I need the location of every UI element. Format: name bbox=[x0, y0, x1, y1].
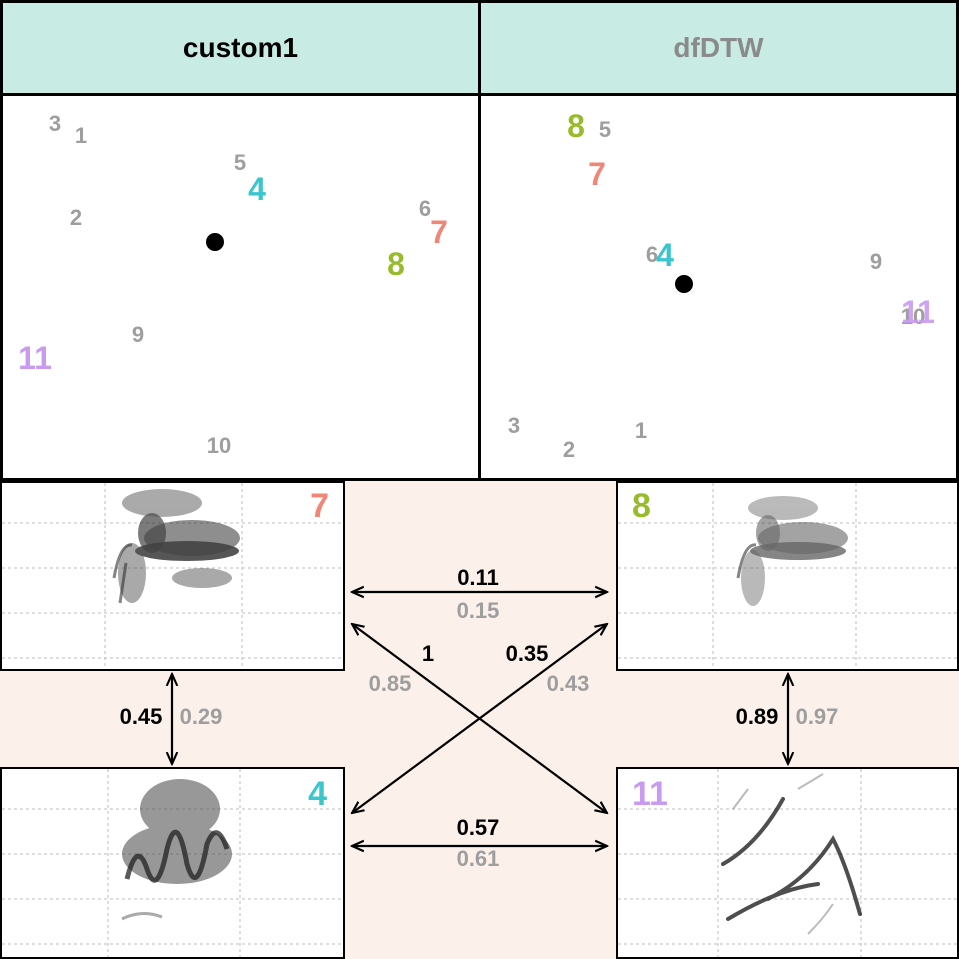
point-label: 3 bbox=[507, 413, 521, 438]
point-label-highlight: 4 bbox=[656, 237, 674, 273]
point-label-highlight: 7 bbox=[430, 214, 448, 250]
dist-right-custom1: 0.89 bbox=[735, 704, 779, 729]
spectrogram-11[interactable]: 11 bbox=[616, 767, 959, 959]
dist-top-custom1: 0.11 bbox=[457, 565, 499, 590]
point-label: 2 bbox=[562, 437, 576, 462]
header-custom1-label: custom1 bbox=[182, 32, 299, 63]
point-label-highlight: 7 bbox=[588, 156, 606, 192]
dist-right-dfdtw: 0.97 bbox=[795, 704, 839, 729]
spectrogram-7[interactable]: 7 bbox=[0, 481, 345, 671]
dist-diag-4-8-dfdtw: 0.43 bbox=[546, 671, 590, 696]
spectrogram-8[interactable]: 8 bbox=[616, 481, 959, 671]
point-label: 3 bbox=[48, 111, 62, 136]
spectrogram-8-plot bbox=[618, 483, 957, 669]
reference-dot bbox=[206, 233, 224, 251]
point-label-highlight: 8 bbox=[567, 108, 585, 144]
spectrogram-11-plot bbox=[618, 769, 957, 957]
point-label: 10 bbox=[206, 433, 232, 458]
dist-left-dfdtw: 0.29 bbox=[179, 704, 223, 729]
scatter-panel-dfdtw: 8 5 7 6 4 9 10 11 3 2 1 bbox=[478, 93, 959, 481]
point-label: 6 bbox=[645, 242, 659, 267]
arrow-diag-4-8 bbox=[352, 624, 607, 813]
dist-diag-7-11-custom1: 1 bbox=[421, 641, 435, 666]
point-label-highlight: 4 bbox=[248, 171, 266, 207]
dist-diag-4-8-custom1: 0.35 bbox=[505, 641, 549, 666]
point-label: 2 bbox=[69, 205, 83, 230]
dist-bottom-custom1: 0.57 bbox=[456, 815, 500, 840]
point-label: 5 bbox=[233, 150, 247, 175]
spectrogram-4[interactable]: 4 bbox=[0, 767, 345, 959]
point-label: 10 bbox=[900, 304, 926, 329]
reference-dot bbox=[675, 275, 693, 293]
point-label: 9 bbox=[869, 249, 883, 274]
dist-diag-7-11-dfdtw: 0.85 bbox=[368, 671, 412, 696]
spectrogram-4-plot bbox=[2, 769, 343, 957]
scatter-panel-custom1: 3 1 5 4 2 6 7 8 9 11 10 bbox=[0, 93, 481, 481]
dist-bottom-dfdtw: 0.61 bbox=[456, 846, 500, 871]
point-label-highlight: 11 bbox=[18, 340, 52, 376]
point-label-highlight: 8 bbox=[387, 246, 405, 282]
point-label: 6 bbox=[418, 196, 432, 221]
point-label: 1 bbox=[74, 123, 88, 148]
dist-top-dfdtw: 0.15 bbox=[456, 598, 500, 623]
dist-left-custom1: 0.45 bbox=[119, 704, 163, 729]
header-dfdtw-label: dfDTW bbox=[673, 32, 764, 63]
spectrogram-8-id: 8 bbox=[632, 487, 651, 525]
spectrogram-4-id: 4 bbox=[308, 775, 327, 813]
point-label: 9 bbox=[131, 322, 145, 347]
point-label: 5 bbox=[598, 117, 612, 142]
spectrogram-7-id: 7 bbox=[310, 487, 329, 525]
spectrogram-7-plot bbox=[2, 483, 343, 669]
spectrogram-11-id: 11 bbox=[632, 775, 668, 813]
point-label-highlight: 11 bbox=[901, 294, 935, 330]
header-custom1: custom1 bbox=[0, 0, 481, 96]
point-label: 1 bbox=[634, 418, 648, 443]
